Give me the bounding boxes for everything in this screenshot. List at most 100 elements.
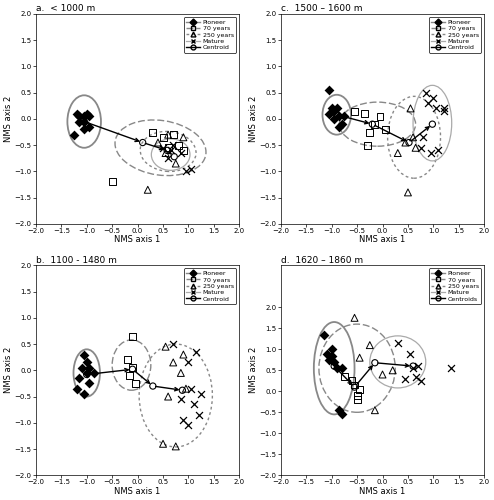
X-axis label: NMS axis 1: NMS axis 1 xyxy=(115,487,161,496)
Point xyxy=(108,178,116,186)
Point xyxy=(340,372,348,380)
Point xyxy=(78,364,85,372)
Point xyxy=(402,138,410,146)
Point xyxy=(409,364,417,372)
Point xyxy=(80,118,88,126)
Point xyxy=(351,383,359,391)
Point xyxy=(164,154,172,162)
Point xyxy=(394,339,402,347)
Point xyxy=(335,112,343,120)
Point xyxy=(328,104,335,112)
Point xyxy=(325,86,333,94)
Y-axis label: NMS axis 2: NMS axis 2 xyxy=(4,347,13,394)
Point xyxy=(185,358,193,366)
Point xyxy=(338,410,346,418)
Point xyxy=(169,130,177,138)
Point xyxy=(85,112,93,120)
Point xyxy=(80,112,88,120)
Point xyxy=(407,104,414,112)
Text: d.  1620 – 1860 m: d. 1620 – 1860 m xyxy=(281,256,363,264)
Point xyxy=(149,382,157,390)
Point xyxy=(356,354,364,362)
Point xyxy=(187,165,195,173)
Point xyxy=(128,366,136,374)
Point xyxy=(179,146,187,154)
Point xyxy=(177,369,185,377)
Point xyxy=(190,400,198,408)
Point xyxy=(73,384,81,392)
Point xyxy=(414,362,422,370)
Legend: Pioneer, 70 years, 250 years, Mature, Centroid: Pioneer, 70 years, 250 years, Mature, Ce… xyxy=(184,268,236,304)
Point xyxy=(83,110,91,118)
Point xyxy=(394,149,402,157)
Point xyxy=(369,120,376,128)
Point xyxy=(333,364,341,372)
Point xyxy=(177,149,185,157)
Point xyxy=(404,188,412,196)
Point xyxy=(407,350,414,358)
Point xyxy=(83,369,91,377)
Point xyxy=(335,406,343,414)
Point xyxy=(177,395,185,403)
Point xyxy=(371,120,379,128)
Point xyxy=(340,112,348,120)
Point xyxy=(174,141,182,149)
Legend: Pioneer, 70 years, 250 years, Mature, Centroid: Pioneer, 70 years, 250 years, Mature, Ce… xyxy=(429,17,481,52)
Point xyxy=(80,350,88,358)
Point xyxy=(169,340,177,348)
Y-axis label: NMS axis 2: NMS axis 2 xyxy=(249,347,258,394)
Point xyxy=(351,314,359,322)
Point xyxy=(128,364,136,372)
Point xyxy=(162,149,169,157)
Point xyxy=(378,370,386,378)
X-axis label: NMS axis 1: NMS axis 1 xyxy=(360,236,406,244)
Point xyxy=(371,358,379,366)
Point xyxy=(85,123,93,131)
Point xyxy=(447,364,455,372)
Point xyxy=(179,350,187,358)
Point xyxy=(172,160,180,168)
Point xyxy=(80,118,88,126)
Point xyxy=(424,99,432,107)
X-axis label: NMS axis 1: NMS axis 1 xyxy=(360,487,406,496)
Point xyxy=(80,390,88,398)
Point xyxy=(335,123,343,131)
Point xyxy=(371,406,379,414)
Point xyxy=(409,134,417,141)
Text: a.  < 1000 m: a. < 1000 m xyxy=(36,4,95,13)
Point xyxy=(159,144,167,152)
Point xyxy=(85,380,93,388)
Point xyxy=(182,168,190,175)
Point xyxy=(356,385,364,393)
Point xyxy=(159,440,167,448)
Point xyxy=(328,346,335,354)
Point xyxy=(124,356,131,364)
Point xyxy=(85,364,93,372)
Point xyxy=(179,134,187,141)
Point xyxy=(164,130,172,138)
Point xyxy=(75,112,83,120)
Point xyxy=(417,377,425,385)
Point xyxy=(320,330,328,338)
Point xyxy=(323,350,330,358)
Point xyxy=(428,120,436,128)
Point xyxy=(427,149,435,157)
Y-axis label: NMS axis 2: NMS axis 2 xyxy=(249,96,258,142)
Point xyxy=(333,104,341,112)
X-axis label: NMS axis 1: NMS axis 1 xyxy=(115,236,161,244)
Point xyxy=(366,128,374,136)
Point xyxy=(162,342,169,350)
Point xyxy=(338,120,346,128)
Point xyxy=(432,104,440,112)
Point xyxy=(412,144,419,152)
Point xyxy=(75,118,83,126)
Point xyxy=(351,107,359,115)
Point xyxy=(361,110,369,118)
Point xyxy=(70,130,78,138)
Point xyxy=(440,104,448,112)
Point xyxy=(353,392,361,400)
Point xyxy=(144,186,152,194)
Point xyxy=(330,358,338,366)
Point xyxy=(185,422,193,430)
Point xyxy=(325,110,333,118)
